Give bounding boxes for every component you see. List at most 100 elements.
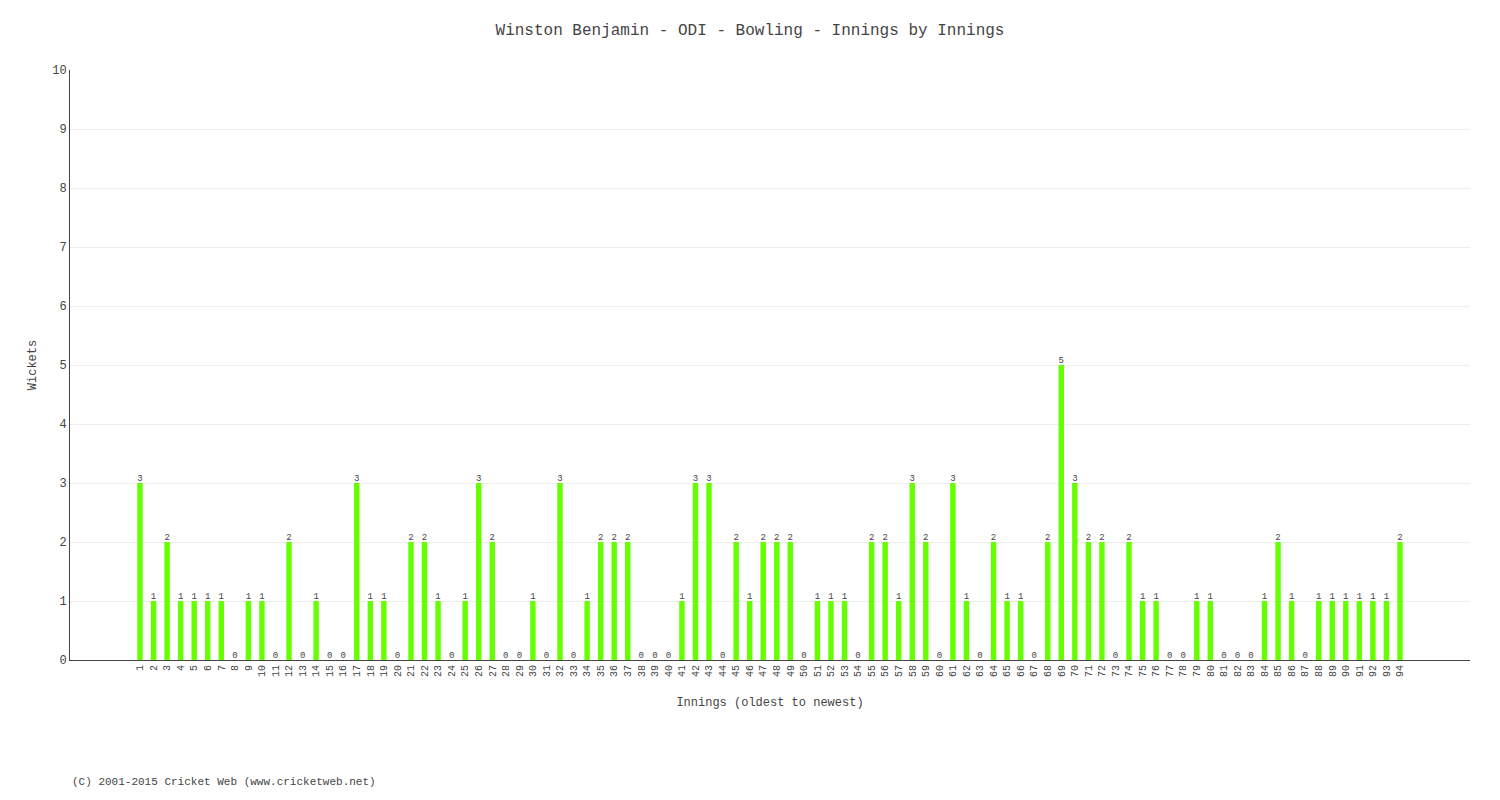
svg-text:2: 2: [1086, 533, 1091, 543]
svg-text:20: 20: [393, 665, 404, 677]
svg-text:61: 61: [948, 665, 959, 677]
svg-text:14: 14: [311, 665, 322, 677]
svg-text:1: 1: [1357, 592, 1362, 602]
svg-text:1: 1: [842, 592, 847, 602]
svg-text:79: 79: [1192, 665, 1203, 677]
svg-text:0: 0: [1167, 651, 1172, 661]
svg-text:56: 56: [880, 665, 891, 677]
svg-text:50: 50: [799, 665, 810, 677]
svg-text:1: 1: [151, 592, 156, 602]
svg-text:3: 3: [910, 474, 915, 484]
svg-text:49: 49: [786, 665, 797, 677]
svg-text:93: 93: [1382, 665, 1393, 677]
svg-text:3: 3: [476, 474, 481, 484]
svg-text:83: 83: [1246, 665, 1257, 677]
svg-text:0: 0: [1031, 651, 1036, 661]
svg-text:2: 2: [991, 533, 996, 543]
svg-text:80: 80: [1206, 665, 1217, 677]
svg-text:1: 1: [313, 592, 318, 602]
svg-text:86: 86: [1287, 665, 1298, 677]
svg-text:1: 1: [679, 592, 684, 602]
svg-text:3: 3: [557, 474, 562, 484]
svg-text:1: 1: [368, 592, 373, 602]
svg-text:2: 2: [882, 533, 887, 543]
svg-text:1: 1: [178, 592, 183, 602]
svg-text:59: 59: [921, 665, 932, 677]
svg-text:1: 1: [246, 592, 251, 602]
svg-text:13: 13: [298, 665, 309, 677]
svg-text:3: 3: [693, 474, 698, 484]
svg-text:1: 1: [462, 592, 467, 602]
svg-text:26: 26: [474, 665, 485, 677]
svg-text:21: 21: [406, 665, 417, 677]
svg-text:0: 0: [449, 651, 454, 661]
svg-text:64: 64: [989, 665, 1000, 677]
svg-text:3: 3: [354, 474, 359, 484]
svg-text:81: 81: [1219, 665, 1230, 677]
svg-text:0: 0: [1113, 651, 1118, 661]
svg-text:10: 10: [257, 665, 268, 677]
svg-text:1: 1: [1004, 592, 1009, 602]
svg-text:2: 2: [490, 533, 495, 543]
svg-text:2: 2: [422, 533, 427, 543]
svg-text:0: 0: [1302, 651, 1307, 661]
svg-text:3: 3: [137, 474, 142, 484]
svg-text:0: 0: [503, 651, 508, 661]
svg-text:8: 8: [230, 665, 241, 671]
svg-text:43: 43: [704, 665, 715, 677]
svg-text:1: 1: [584, 592, 589, 602]
svg-text:Wickets: Wickets: [26, 340, 40, 390]
svg-text:54: 54: [853, 665, 864, 677]
svg-text:62: 62: [962, 665, 973, 677]
svg-text:63: 63: [975, 665, 986, 677]
svg-text:1: 1: [964, 592, 969, 602]
svg-text:1: 1: [1208, 592, 1213, 602]
svg-text:1: 1: [828, 592, 833, 602]
svg-text:11: 11: [271, 665, 282, 677]
svg-text:15: 15: [325, 665, 336, 677]
svg-text:44: 44: [718, 665, 729, 677]
svg-text:2: 2: [923, 533, 928, 543]
svg-text:5: 5: [189, 665, 200, 671]
svg-text:35: 35: [596, 665, 607, 677]
svg-text:73: 73: [1111, 665, 1122, 677]
svg-text:1: 1: [747, 592, 752, 602]
svg-text:0: 0: [720, 651, 725, 661]
svg-text:1: 1: [205, 592, 210, 602]
svg-text:10: 10: [52, 64, 66, 78]
svg-text:71: 71: [1084, 665, 1095, 677]
svg-text:65: 65: [1002, 665, 1013, 677]
svg-text:0: 0: [937, 651, 942, 661]
svg-text:45: 45: [731, 665, 742, 677]
svg-text:1: 1: [59, 595, 66, 609]
svg-text:4: 4: [59, 418, 66, 432]
svg-text:Innings (oldest to newest): Innings (oldest to newest): [676, 696, 863, 710]
svg-text:28: 28: [501, 665, 512, 677]
svg-text:42: 42: [691, 665, 702, 677]
svg-text:58: 58: [908, 665, 919, 677]
svg-text:0: 0: [855, 651, 860, 661]
svg-text:30: 30: [528, 665, 539, 677]
svg-text:94: 94: [1395, 665, 1406, 677]
svg-text:24: 24: [447, 665, 458, 677]
svg-text:0: 0: [327, 651, 332, 661]
svg-text:2: 2: [788, 533, 793, 543]
svg-text:1: 1: [1384, 592, 1389, 602]
svg-text:0: 0: [1181, 651, 1186, 661]
svg-text:90: 90: [1341, 665, 1352, 677]
svg-text:2: 2: [286, 533, 291, 543]
svg-text:2: 2: [164, 533, 169, 543]
svg-text:1: 1: [381, 592, 386, 602]
svg-text:92: 92: [1368, 665, 1379, 677]
svg-text:87: 87: [1300, 665, 1311, 677]
svg-text:0: 0: [666, 651, 671, 661]
svg-text:7: 7: [59, 241, 66, 255]
svg-text:0: 0: [59, 654, 66, 668]
svg-text:2: 2: [1126, 533, 1131, 543]
svg-text:76: 76: [1151, 665, 1162, 677]
svg-text:1: 1: [530, 592, 535, 602]
svg-text:69: 69: [1057, 665, 1068, 677]
svg-text:0: 0: [1235, 651, 1240, 661]
svg-text:39: 39: [650, 665, 661, 677]
svg-text:27: 27: [488, 665, 499, 677]
